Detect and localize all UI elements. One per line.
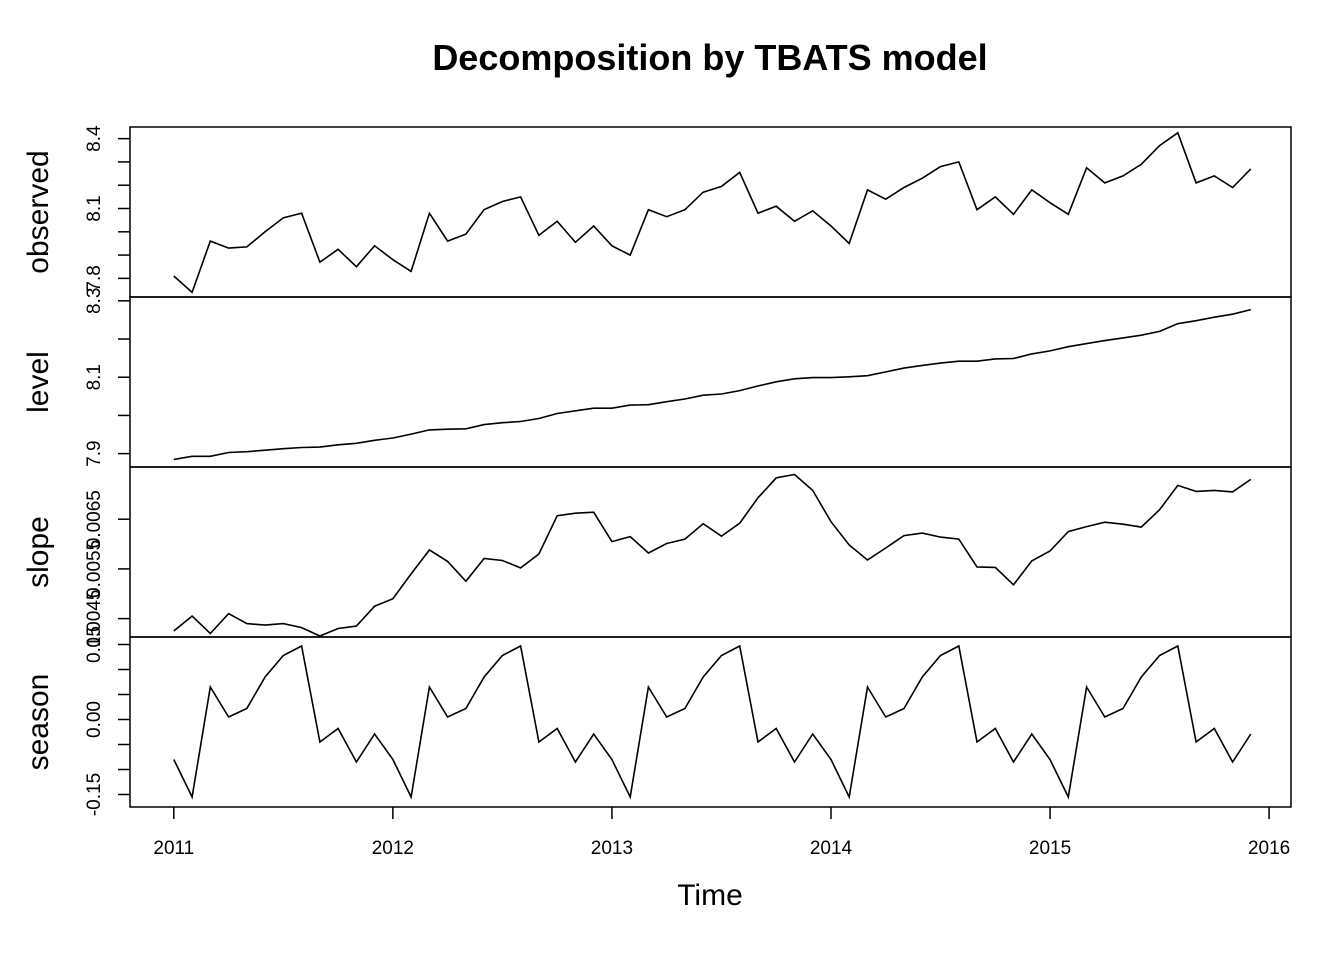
series-line-slope <box>173 473 1252 637</box>
y-tick-label-season: -0.15 <box>84 773 105 816</box>
panel-label-season: season <box>22 674 55 771</box>
x-axis-label: Time <box>677 879 743 912</box>
series-line-level <box>173 308 1251 461</box>
x-axis: 2011 2012 2013 2014 2015 2016 <box>153 807 1290 859</box>
y-tick-label-slope: 0.0065 <box>84 490 105 548</box>
panel-label-slope: slope <box>22 516 55 588</box>
y-tick-label-slope: 0.0045 <box>84 590 105 648</box>
series-line-season <box>173 644 1252 800</box>
panel-label-level: level <box>22 351 55 413</box>
x-tick-label: 2015 <box>1029 838 1071 859</box>
panel-frame-observed <box>129 126 1292 298</box>
panel-season: -0.15 0.00 0.15 season <box>22 626 1292 816</box>
panel-label-observed: observed <box>22 150 55 273</box>
y-tick-label-observed: 7.8 <box>84 265 105 291</box>
panel-frame-slope <box>129 466 1292 638</box>
y-tick-label-season: 0.15 <box>84 626 105 663</box>
y-tick-label-slope: 0.0055 <box>84 540 105 598</box>
series-line-observed <box>173 131 1252 294</box>
panel-frame-season <box>129 636 1292 808</box>
panel-observed: 7.8 8.1 8.4 observed <box>22 125 1292 298</box>
x-tick-label: 2011 <box>153 838 194 859</box>
y-tick-label-season: 0.00 <box>84 701 105 738</box>
panel-level: 7.9 8.1 8.3 level <box>22 288 1292 468</box>
x-tick-label: 2013 <box>591 838 633 859</box>
chart-title: Decomposition by TBATS model <box>432 37 987 78</box>
x-tick-label: 2016 <box>1248 838 1290 859</box>
x-tick-label: 2012 <box>372 838 414 859</box>
y-tick-label-level: 8.3 <box>84 288 105 314</box>
y-tick-label-level: 8.1 <box>84 364 105 390</box>
y-tick-label-observed: 8.4 <box>84 125 105 152</box>
panel-frame-level <box>129 296 1292 468</box>
x-tick-label: 2014 <box>810 838 853 859</box>
y-tick-label-level: 7.9 <box>84 440 105 466</box>
y-tick-label-observed: 8.1 <box>84 195 105 221</box>
panels: 7.88.18.4observed7.98.18.3level0.00450.0… <box>22 125 1292 816</box>
